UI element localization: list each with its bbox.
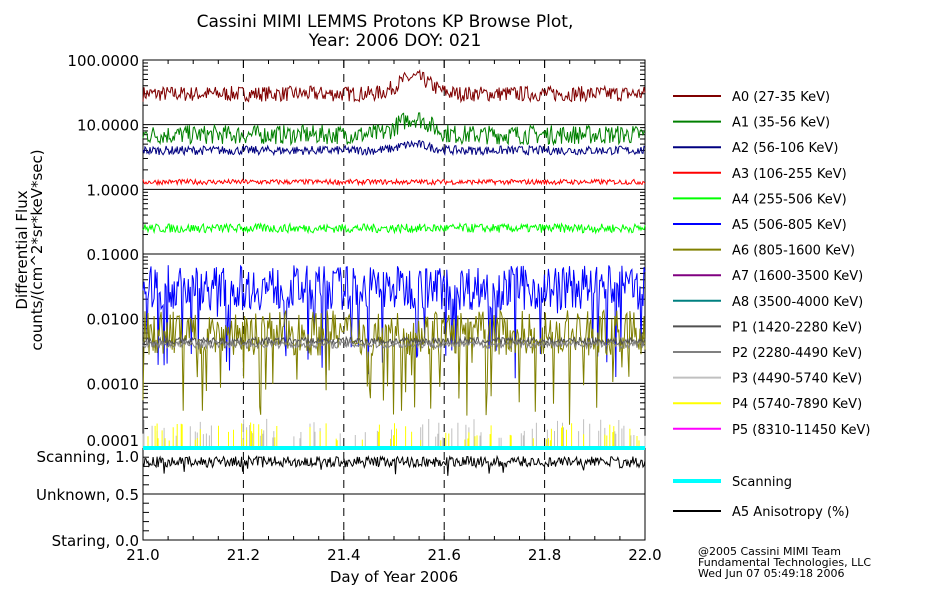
chart-title-line2: Year: 2006 DOY: 021 bbox=[308, 31, 482, 51]
chart-title-line1: Cassini MIMI LEMMS Protons KP Browse Plo… bbox=[197, 12, 574, 32]
x-tick-label: 21.0 bbox=[126, 546, 159, 564]
series-line-P4 bbox=[147, 422, 640, 448]
y-tick-label: 10.0000 bbox=[77, 117, 139, 135]
legend-label: P2 (2280-4490 KeV) bbox=[732, 346, 862, 361]
y-tick-label: 0.0100 bbox=[87, 311, 140, 329]
legend-label: P1 (1420-2280 KeV) bbox=[732, 320, 862, 335]
y-tick-label: 100.0000 bbox=[67, 52, 139, 70]
legend-label: A6 (805-1600 KeV) bbox=[732, 244, 855, 259]
series-line-A2 bbox=[142, 139, 646, 157]
series-line-A1 bbox=[142, 112, 646, 147]
series-line-A3 bbox=[142, 177, 646, 187]
series-line-A4 bbox=[142, 222, 646, 235]
x-tick-label: 21.2 bbox=[227, 546, 260, 564]
legend-label: A3 (106-255 KeV) bbox=[732, 167, 847, 182]
lower-y-tick-label: Unknown, 0.5 bbox=[36, 486, 139, 504]
legend-label: A1 (35-56 KeV) bbox=[732, 116, 830, 131]
lower-y-tick-label: Staring, 0.0 bbox=[52, 532, 139, 550]
legend-label: A4 (255-506 KeV) bbox=[732, 192, 847, 207]
y-tick-label: 0.0010 bbox=[87, 375, 140, 393]
lower-y-tick-label: Scanning, 1.0 bbox=[36, 448, 139, 466]
y-tick-label: 0.1000 bbox=[87, 246, 140, 264]
footer-line2: Fundamental Technologies, LLC bbox=[698, 556, 871, 569]
legend-label: A2 (56-106 KeV) bbox=[732, 141, 838, 156]
x-label: Day of Year 2006 bbox=[330, 568, 458, 586]
legend-label: A0 (27-35 KeV) bbox=[732, 90, 830, 105]
x-tick-label: 22.0 bbox=[628, 546, 661, 564]
legend-label: A8 (3500-4000 KeV) bbox=[732, 295, 863, 310]
series-line-A5 bbox=[142, 264, 646, 379]
y-label-line2: counts/(cm^2*sr*keV*sec) bbox=[28, 149, 46, 350]
y-label-line1: Differential Flux bbox=[13, 190, 31, 309]
legend-label: P3 (4490-5740 KeV) bbox=[732, 372, 862, 387]
legend-label: A5 (506-805 KeV) bbox=[732, 218, 847, 233]
series-line-A6 bbox=[142, 309, 646, 425]
legend-label: A7 (1600-3500 KeV) bbox=[732, 269, 863, 284]
legend-label: P4 (5740-7890 KeV) bbox=[732, 397, 862, 412]
y-tick-label: 1.0000 bbox=[87, 181, 140, 199]
x-tick-label: 21.4 bbox=[327, 546, 360, 564]
x-tick-label: 21.8 bbox=[528, 546, 561, 564]
series-line-P2 bbox=[142, 338, 646, 351]
x-tick-label: 21.6 bbox=[427, 546, 460, 564]
footer-line3: Wed Jun 07 05:49:18 2006 bbox=[698, 567, 845, 580]
legend-label: A5 Anisotropy (%) bbox=[732, 505, 849, 520]
footer-line1: @2005 Cassini MIMI Team bbox=[698, 545, 841, 558]
y-tick-label: 0.0001 bbox=[87, 432, 140, 450]
legend-label: P5 (8310-11450 KeV) bbox=[732, 423, 870, 438]
series-line-A0 bbox=[142, 69, 646, 104]
legend-label: Scanning bbox=[732, 475, 792, 490]
anisotropy-line bbox=[142, 454, 646, 476]
